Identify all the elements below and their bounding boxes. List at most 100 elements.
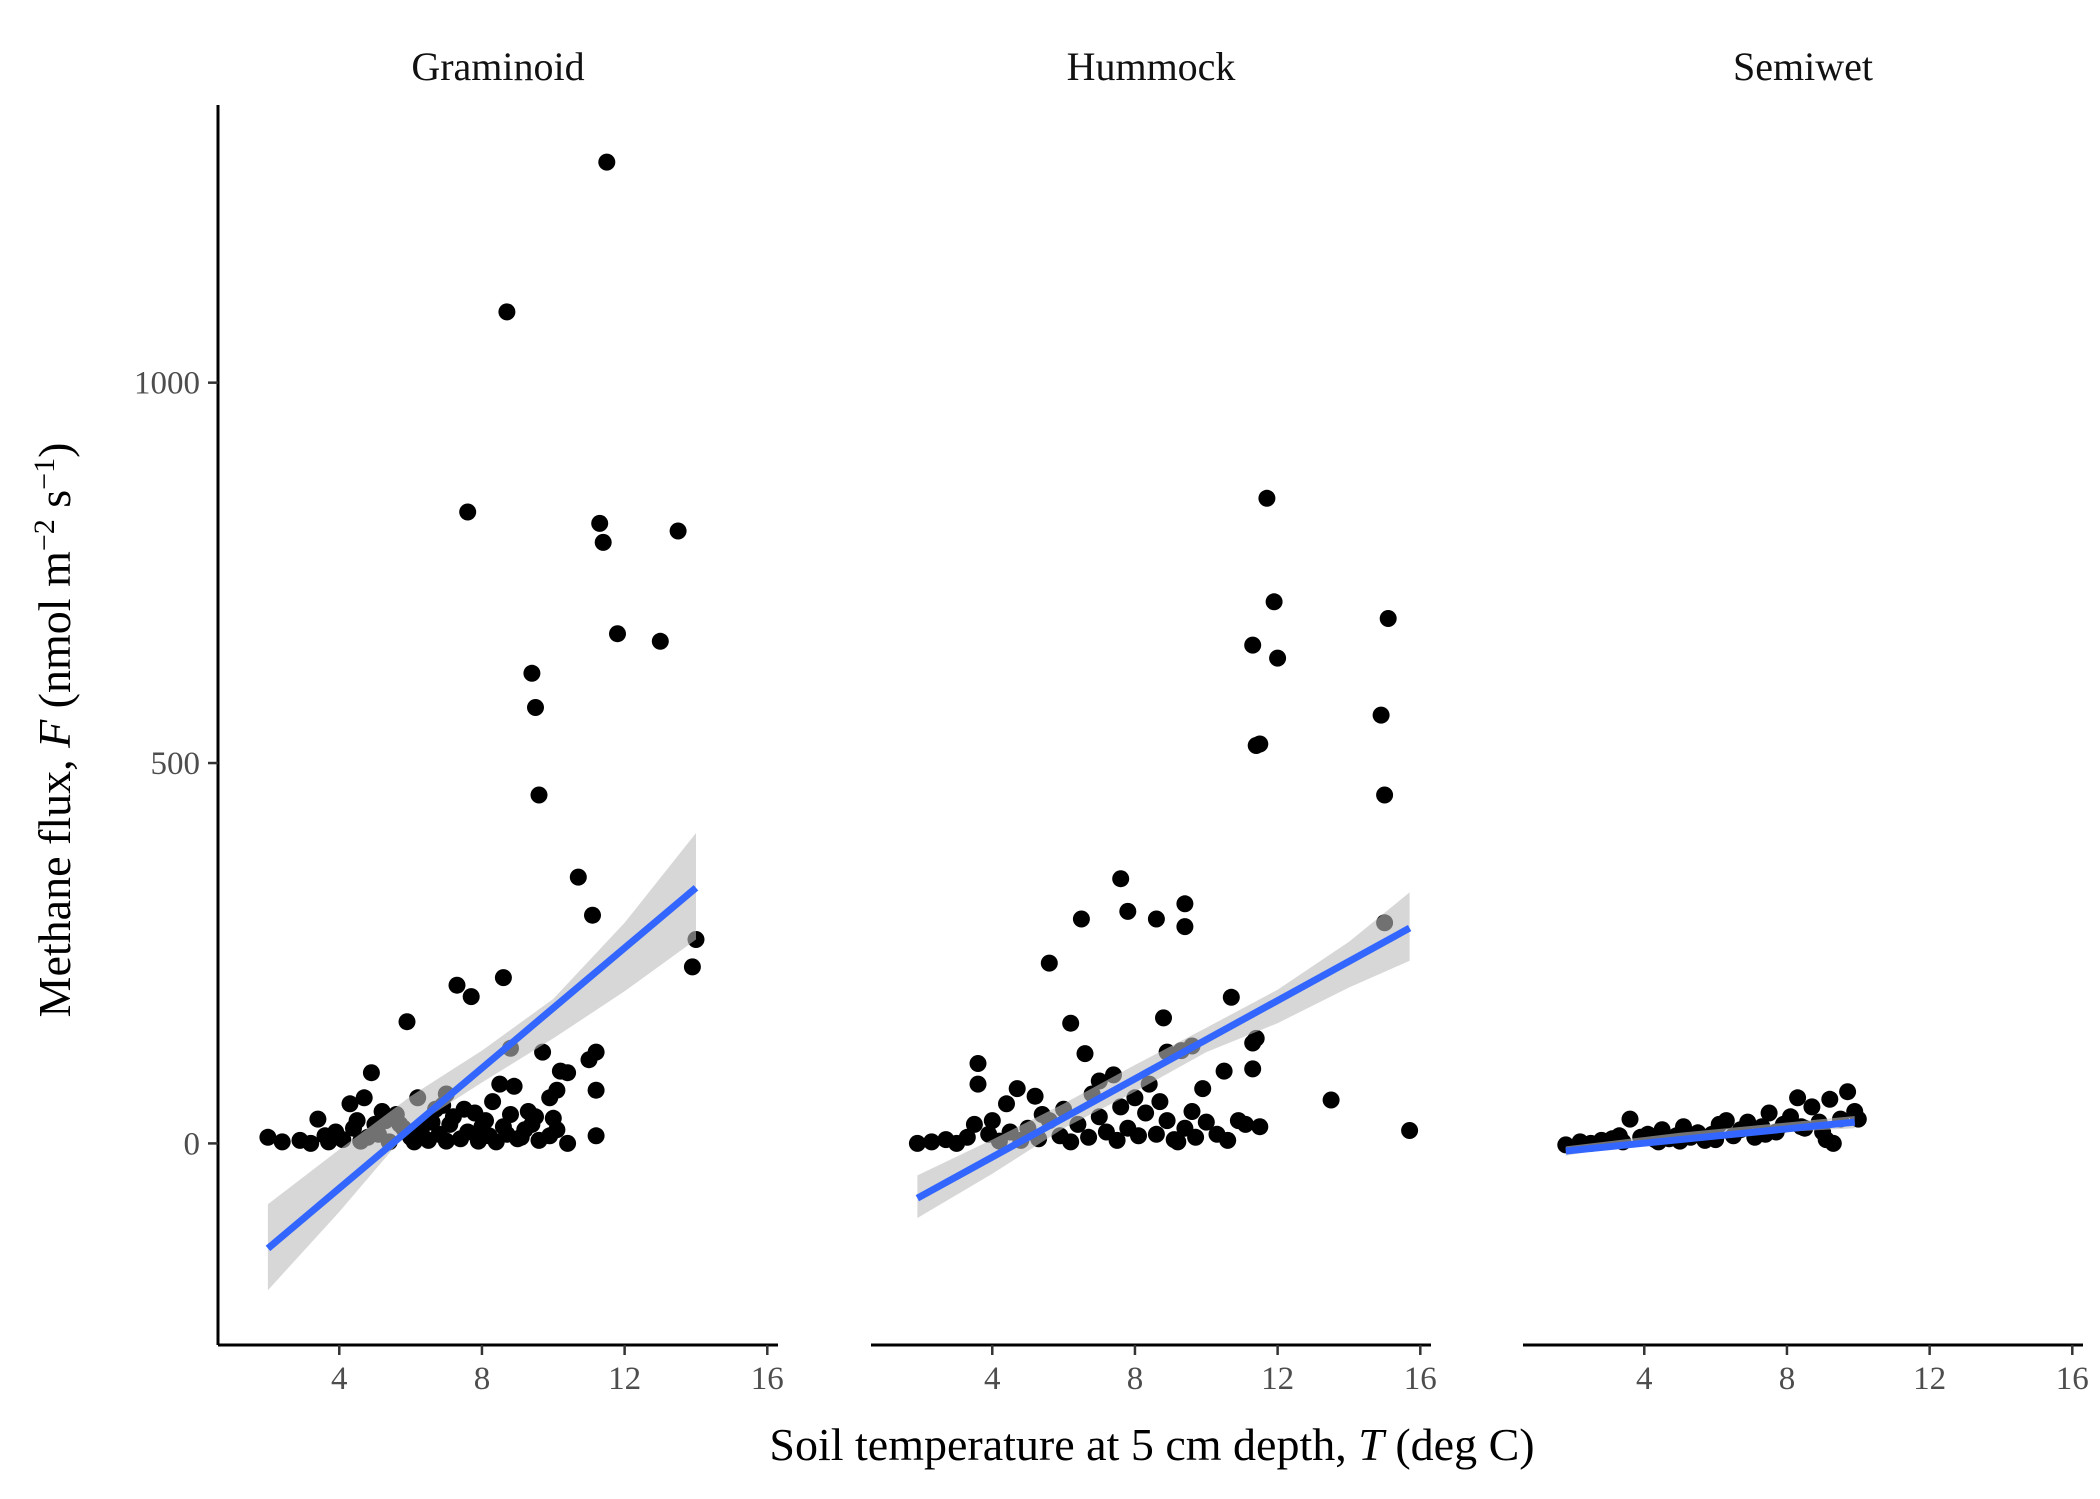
data-point <box>1008 1080 1026 1098</box>
x-axis-title: Soil temperature at 5 cm depth, T (deg C… <box>769 1419 1534 1470</box>
data-point <box>908 1134 926 1152</box>
data-point <box>591 514 609 532</box>
data-point <box>498 303 516 321</box>
data-point <box>484 1093 502 1111</box>
x-tick-label: 12 <box>608 1361 641 1397</box>
data-point <box>1379 610 1397 627</box>
data-point <box>1158 1112 1176 1130</box>
data-point <box>1062 1014 1080 1032</box>
data-point <box>548 1121 566 1139</box>
data-point <box>983 1112 1001 1130</box>
x-tick-label: 8 <box>474 1361 491 1397</box>
data-point <box>309 1110 327 1128</box>
data-point <box>998 1095 1015 1113</box>
data-point <box>259 1128 277 1146</box>
data-point <box>1376 786 1394 804</box>
data-point <box>1244 1060 1262 1078</box>
data-point <box>1219 1131 1237 1149</box>
data-point <box>1237 1115 1254 1133</box>
data-point <box>362 1064 380 1082</box>
data-point <box>584 906 601 924</box>
data-point <box>1839 1083 1857 1101</box>
data-point <box>1112 870 1130 888</box>
data-point <box>1169 1133 1187 1151</box>
x-tick-label: 16 <box>2056 1361 2089 1397</box>
data-point <box>969 1075 987 1093</box>
data-point <box>1076 1045 1094 1063</box>
y-axis-title: Methane flux, F (nmol m−2 s−1) <box>28 443 80 1018</box>
data-point <box>965 1115 983 1133</box>
y-tick-label: 0 <box>184 1126 201 1162</box>
data-point <box>1183 1103 1201 1120</box>
points-semiwet <box>1557 1083 1867 1154</box>
data-point <box>273 1133 291 1151</box>
data-point <box>1026 1087 1044 1105</box>
data-point <box>923 1133 941 1151</box>
data-point <box>1215 1062 1233 1080</box>
data-point <box>1244 1034 1262 1052</box>
confidence-band-hummock <box>917 892 1410 1218</box>
data-point <box>1187 1128 1205 1146</box>
data-point <box>512 1128 530 1146</box>
data-point <box>594 533 612 551</box>
data-point <box>609 625 626 643</box>
data-point <box>1119 902 1137 920</box>
data-point <box>1080 1128 1098 1146</box>
data-point <box>302 1134 320 1152</box>
data-point <box>341 1095 359 1113</box>
data-point <box>1151 1093 1169 1111</box>
x-tick-label: 4 <box>1636 1361 1653 1397</box>
data-point <box>1251 1118 1269 1136</box>
data-point <box>355 1089 373 1107</box>
data-point <box>669 522 687 540</box>
y-tick-label: 1000 <box>134 366 200 402</box>
panel-graminoid: Graminoid 4 8 12 16 0 500 1000 <box>134 44 784 1397</box>
points-graminoid <box>259 153 705 1152</box>
data-point <box>473 1118 491 1136</box>
data-point <box>1322 1091 1340 1109</box>
data-point <box>1401 1122 1419 1139</box>
data-point <box>534 1043 552 1061</box>
data-point <box>559 1134 577 1152</box>
panel-title-hummock: Hummock <box>1067 44 1236 89</box>
data-point <box>541 1089 559 1107</box>
data-point <box>530 786 548 804</box>
data-point <box>1194 1080 1212 1098</box>
x-tick-label: 4 <box>331 1361 348 1397</box>
data-point <box>320 1133 338 1151</box>
data-point <box>1090 1108 1108 1126</box>
data-point <box>1137 1104 1155 1122</box>
data-point <box>405 1133 423 1151</box>
fit-line-graminoid <box>265 885 699 1252</box>
data-point <box>523 1115 541 1133</box>
data-point <box>1269 649 1287 667</box>
x-tick-label: 16 <box>751 1361 784 1397</box>
data-point <box>651 632 669 650</box>
data-point <box>1176 918 1194 936</box>
x-tick-label: 8 <box>1127 1361 1144 1397</box>
data-point <box>1222 988 1240 1006</box>
data-point <box>1265 593 1283 611</box>
data-point <box>569 868 587 886</box>
data-point <box>459 503 477 521</box>
data-point <box>494 969 512 987</box>
x-tick-label: 4 <box>984 1361 1001 1397</box>
data-point <box>527 699 544 716</box>
x-tick-label: 12 <box>1913 1361 1946 1397</box>
data-point <box>1112 1098 1130 1116</box>
data-point <box>1040 954 1058 972</box>
data-point <box>1621 1110 1639 1128</box>
data-point <box>502 1106 519 1123</box>
y-tick-label: 500 <box>151 746 201 782</box>
x-tick-label: 16 <box>1404 1361 1437 1397</box>
data-point <box>587 1127 605 1145</box>
data-point <box>1147 910 1165 928</box>
data-point <box>1789 1089 1807 1107</box>
data-point <box>598 153 616 171</box>
data-point <box>1176 895 1194 913</box>
fit-line-semiwet <box>1565 1118 1856 1155</box>
data-point <box>437 1132 455 1150</box>
panel-hummock: Hummock 4 8 12 16 <box>871 44 1437 1397</box>
data-point <box>1147 1125 1165 1143</box>
